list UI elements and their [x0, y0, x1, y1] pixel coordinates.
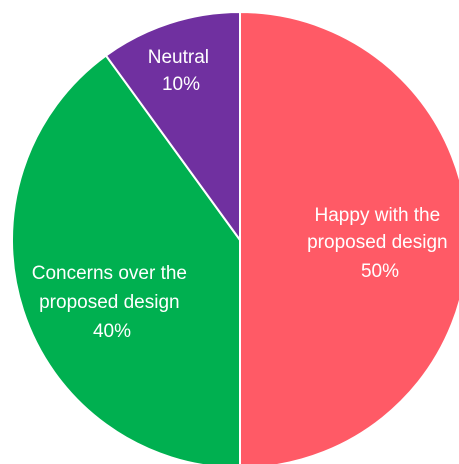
slice-label-concerns-line-1: Concerns over the [32, 263, 187, 284]
slice-label-happy: Happy with the proposed design 50% [307, 205, 453, 282]
slice-label-happy-line-2: proposed design [307, 232, 448, 253]
labels-layer: Happy with the proposed design 50% Conce… [32, 47, 453, 342]
slices-layer [11, 10, 459, 464]
slice-label-concerns: Concerns over the proposed design 40% [32, 263, 193, 342]
pie-slice-neutral [104, 10, 241, 244]
slice-label-happy-line-1: Happy with the [315, 205, 441, 226]
slice-label-neutral-line-1: Neutral [148, 47, 209, 68]
slice-label-neutral: Neutral 10% [148, 47, 215, 95]
pie-slice-concerns [11, 54, 241, 464]
slice-label-concerns-percent: 40% [93, 321, 131, 342]
slice-label-concerns-line-2: proposed design [39, 292, 180, 313]
slice-label-happy-percent: 50% [361, 261, 399, 282]
slice-label-neutral-percent: 10% [162, 74, 200, 95]
pie-slice-happy [239, 10, 459, 464]
